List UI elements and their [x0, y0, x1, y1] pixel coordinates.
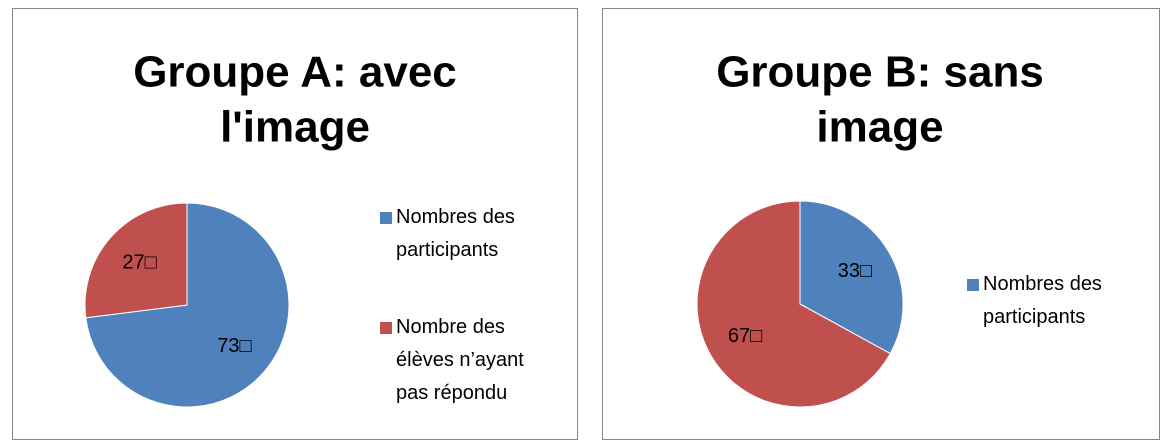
chart-title: Groupe A: avec l'image	[133, 47, 457, 151]
legend-label: Nombres des participants	[983, 273, 1102, 328]
data-label: 33□	[838, 260, 872, 282]
data-label: 67□	[728, 325, 762, 347]
data-label: 27□	[122, 251, 156, 273]
legend-swatch	[967, 279, 979, 291]
pie-slice	[799, 200, 904, 355]
legend-label: Nombres des participants	[396, 206, 515, 261]
pie-slice	[84, 202, 188, 319]
legend-label: Nombre des élèves n’ayant pas répondu	[396, 316, 524, 404]
chart-title: Groupe B: sans image	[716, 47, 1044, 151]
legend-swatch	[380, 322, 392, 334]
pie-slice	[696, 200, 891, 408]
data-label: 73□	[217, 335, 251, 357]
legend-swatch	[380, 212, 392, 224]
